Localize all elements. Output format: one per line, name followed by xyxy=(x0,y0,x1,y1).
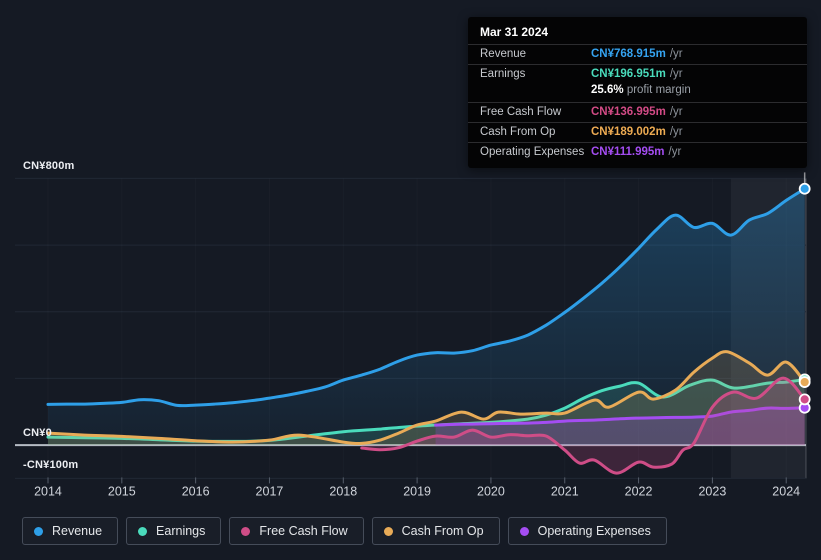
tooltip-row-operating-expenses: Operating Expenses CN¥111.995m /yr xyxy=(468,142,807,168)
earnings-area xyxy=(47,379,805,446)
tooltip-row-cash-from-op: Cash From Op CN¥189.002m /yr xyxy=(468,122,807,142)
x-axis-label-2019: 2019 xyxy=(403,484,431,498)
tooltip-row-free-cash-flow: Free Cash Flow CN¥136.995m /yr xyxy=(468,102,807,122)
legend-item-operating-expenses[interactable]: Operating Expenses xyxy=(507,517,667,545)
tooltip-label: Cash From Op xyxy=(480,126,556,138)
tooltip-unit: /yr xyxy=(669,106,683,118)
revenue-legend-dot xyxy=(34,526,43,536)
tooltip-value: CN¥136.995m xyxy=(591,106,666,118)
y-axis-label-neg100m: -CN¥100m xyxy=(23,459,79,471)
legend-label: Earnings xyxy=(156,524,206,538)
legend-label: Free Cash Flow xyxy=(259,524,348,538)
tooltip-label: Revenue xyxy=(480,48,527,60)
profit-margin-note: 25.6% profit margin xyxy=(591,81,821,99)
x-axis-label-2017: 2017 xyxy=(256,484,284,498)
tooltip-date: Mar 31 2024 xyxy=(480,25,549,39)
tooltip-value: CN¥189.002m xyxy=(591,126,666,138)
x-axis-label-2024: 2024 xyxy=(772,484,800,498)
x-axis-label-2023: 2023 xyxy=(698,484,726,498)
operating-expenses-line xyxy=(434,406,807,427)
tooltip-unit: /yr xyxy=(669,126,683,138)
profit-margin-label: profit margin xyxy=(626,84,691,96)
revenue-line xyxy=(46,187,807,408)
legend-item-revenue[interactable]: Revenue xyxy=(22,517,119,545)
profit-margin-value: 25.6% xyxy=(591,84,624,96)
tooltip-row-revenue: Revenue CN¥768.915m /yr xyxy=(468,44,807,64)
revenue-area xyxy=(47,188,805,446)
tooltip-unit: /yr xyxy=(669,48,683,60)
x-axis-label-2014: 2014 xyxy=(34,484,62,498)
free-cash-flow-endpoint-dot xyxy=(798,393,811,406)
y-axis-label-zero: CN¥0 xyxy=(23,427,52,439)
free-cash-flow-area xyxy=(361,378,805,474)
x-axis-label-2016: 2016 xyxy=(182,484,210,498)
x-axis-label-2021: 2021 xyxy=(551,484,579,498)
tooltip-label: Operating Expenses xyxy=(480,146,585,158)
legend-item-earnings[interactable]: Earnings xyxy=(126,517,222,545)
cash-from-op-legend-dot xyxy=(383,526,393,536)
tooltip-value: CN¥111.995m xyxy=(591,146,665,158)
free-cash-flow-legend-dot xyxy=(241,526,251,536)
legend-label: Revenue xyxy=(52,524,103,538)
revenue-endpoint-dot xyxy=(798,182,811,195)
chart-tooltip: Mar 31 2024 Revenue CN¥768.915m /yr Earn… xyxy=(468,17,807,168)
tooltip-value: CN¥768.915m xyxy=(591,48,666,60)
earnings-legend-dot xyxy=(138,526,148,536)
x-axis-label-2020: 2020 xyxy=(477,484,505,498)
legend-label: Operating Expenses xyxy=(537,524,651,538)
chart-legend: Revenue Earnings Free Cash Flow Cash Fro… xyxy=(22,517,667,545)
tooltip-label: Free Cash Flow xyxy=(480,106,562,118)
tooltip-label: Earnings xyxy=(480,68,526,80)
cash-from-op-line xyxy=(46,350,807,446)
legend-label: Cash From Op xyxy=(401,524,484,538)
cash-from-op-area xyxy=(47,351,805,446)
x-axis-label-2022: 2022 xyxy=(625,484,653,498)
tooltip-value: CN¥196.951m xyxy=(591,68,666,80)
legend-item-cash-from-op[interactable]: Cash From Op xyxy=(371,517,500,545)
free-cash-flow-line xyxy=(360,376,807,475)
operating-expenses-legend-dot xyxy=(519,526,529,536)
y-axis-label-800m: CN¥800m xyxy=(23,160,75,172)
tooltip-unit: /yr xyxy=(668,146,682,158)
x-axis-label-2018: 2018 xyxy=(329,484,357,498)
cash-from-op-endpoint-dot xyxy=(798,376,811,388)
tooltip-row-earnings: Earnings CN¥196.951m /yr 25.6% profit ma… xyxy=(468,64,807,102)
x-axis-label-2015: 2015 xyxy=(108,484,136,498)
tooltip-unit: /yr xyxy=(669,68,683,80)
legend-item-free-cash-flow[interactable]: Free Cash Flow xyxy=(229,517,364,545)
